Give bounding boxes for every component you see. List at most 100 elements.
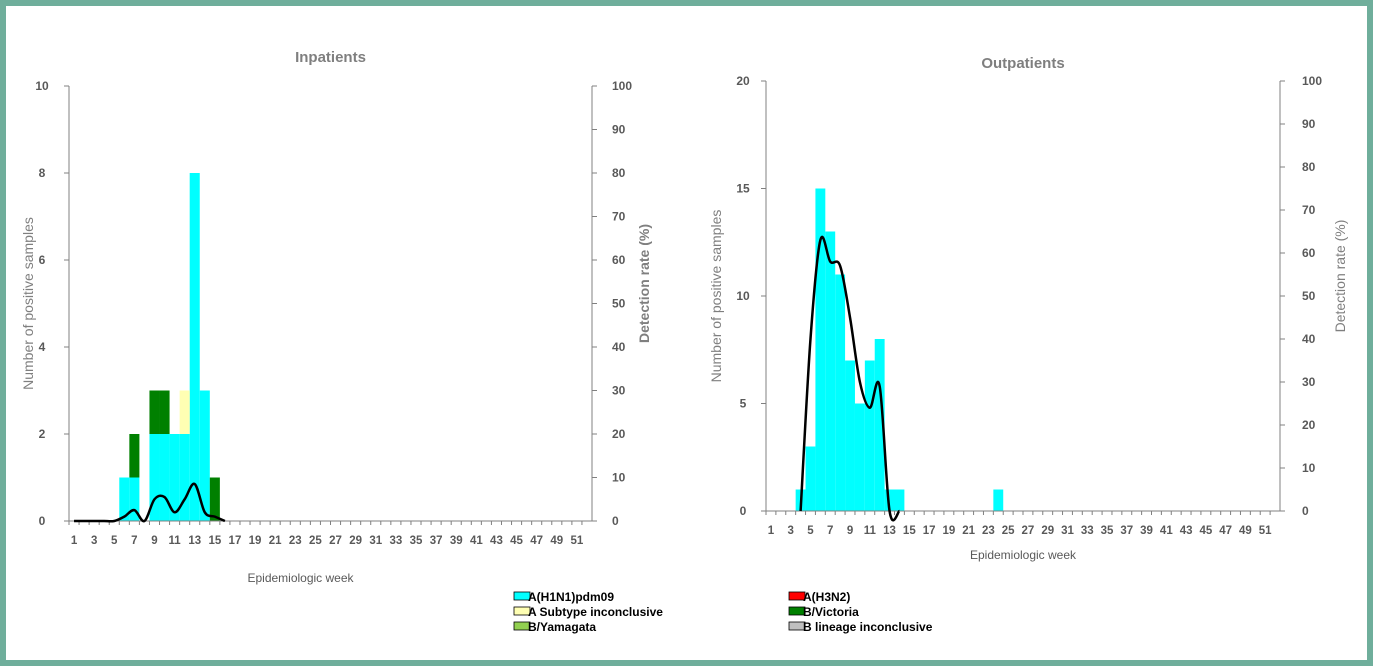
x-tick-label: 31 <box>369 535 382 547</box>
bar-a-h1n1-pdm09 <box>894 489 905 511</box>
x-axis-label: Epidemiologic week <box>247 571 354 585</box>
chart-title: Outpatients <box>981 55 1064 72</box>
x-tick-label: 21 <box>962 525 975 537</box>
bar-a-h1n1-pdm09 <box>805 446 816 511</box>
y2-tick-label: 100 <box>612 79 632 93</box>
y2-tick-label: 20 <box>1302 418 1316 432</box>
bar-a-h1n1-pdm09 <box>864 360 875 511</box>
y2-tick-label: 70 <box>1302 203 1316 217</box>
x-tick-label: 3 <box>788 525 794 537</box>
x-tick-label: 23 <box>982 525 995 537</box>
bar-a-h1n1-pdm09 <box>835 274 846 511</box>
x-tick-label: 39 <box>1140 525 1153 537</box>
bar-b-victoria <box>209 477 220 521</box>
figure-svg: Inpatients024681001020304050607080901001… <box>20 49 1348 634</box>
x-tick-label: 19 <box>249 535 262 547</box>
x-tick-label: 5 <box>111 535 118 547</box>
bar-a-h1n1-pdm09 <box>199 390 210 521</box>
bar-a-h1n1-pdm09 <box>159 434 170 521</box>
y-axis-label: Number of positive samples <box>708 210 724 383</box>
detection-rate-line <box>799 235 901 522</box>
y-tick-label: 0 <box>740 504 747 518</box>
legend-swatch <box>788 621 806 631</box>
x-tick-label: 47 <box>530 535 543 547</box>
x-tick-label: 11 <box>864 525 877 537</box>
y-tick-label: 5 <box>740 397 747 411</box>
x-tick-label: 17 <box>229 535 242 547</box>
x-tick-label: 23 <box>289 535 302 547</box>
bar-a-h1n1-pdm09 <box>169 434 180 521</box>
chart-title: Inpatients <box>295 49 366 66</box>
y-tick-label: 0 <box>39 514 46 528</box>
x-tick-label: 11 <box>169 535 182 547</box>
x-tick-label: 37 <box>430 535 443 547</box>
y-tick-label: 6 <box>39 253 46 267</box>
x-tick-label: 45 <box>510 535 523 547</box>
legend-swatch <box>788 606 806 616</box>
x-tick-label: 33 <box>389 535 402 547</box>
x-tick-label: 51 <box>1259 525 1272 537</box>
y2-tick-label: 90 <box>612 123 626 137</box>
bar-a-h1n1-pdm09 <box>993 489 1004 511</box>
detection-rate-line <box>74 482 226 523</box>
y2-tick-label: 10 <box>612 471 626 485</box>
y2-axis-label: Detection rate (%) <box>1332 220 1348 333</box>
bar-a-h1n1-pdm09 <box>874 339 885 511</box>
x-tick-label: 17 <box>923 525 936 537</box>
x-tick-label: 5 <box>807 525 814 537</box>
y2-tick-label: 20 <box>612 427 626 441</box>
x-tick-label: 13 <box>188 535 201 547</box>
x-tick-label: 49 <box>1239 525 1252 537</box>
y2-tick-label: 0 <box>1302 504 1309 518</box>
legend-label: A Subtype inconclusive <box>528 605 663 619</box>
x-tick-label: 29 <box>349 535 362 547</box>
x-tick-label: 43 <box>1180 525 1193 537</box>
y2-tick-label: 100 <box>1302 74 1322 88</box>
x-tick-label: 43 <box>490 535 503 547</box>
y2-tick-label: 80 <box>1302 160 1316 174</box>
x-tick-label: 35 <box>1101 525 1114 537</box>
x-tick-label: 27 <box>329 535 342 547</box>
x-tick-label: 31 <box>1061 525 1074 537</box>
legend-swatch <box>513 606 531 616</box>
bar-a-h1n1-pdm09 <box>149 434 160 521</box>
x-tick-label: 27 <box>1022 525 1035 537</box>
bar-a-h1n1-pdm09 <box>119 477 130 521</box>
bar-a-h1n1-pdm09 <box>845 360 855 511</box>
x-tick-label: 41 <box>470 535 483 547</box>
legend-label: A(H3N2) <box>803 590 850 604</box>
x-tick-label: 7 <box>827 525 833 537</box>
legend-swatch <box>788 591 806 601</box>
y2-axis-label: Detection rate (%) <box>636 224 652 343</box>
y2-tick-label: 0 <box>612 514 619 528</box>
bar-a-h1n1-pdm09 <box>854 403 865 511</box>
y-tick-label: 10 <box>35 79 49 93</box>
y2-tick-label: 50 <box>612 297 626 311</box>
x-tick-label: 15 <box>208 535 221 547</box>
y-axis-label: Number of positive samples <box>20 217 36 390</box>
y-tick-label: 15 <box>736 182 750 196</box>
bar-a-h1n1-pdm09 <box>815 188 826 511</box>
x-tick-label: 29 <box>1041 525 1054 537</box>
outpatients-chart: Outpatients05101520010203040506070809010… <box>708 55 1348 562</box>
bar-a-h1n1-pdm09 <box>179 434 190 521</box>
figure-frame: Inpatients 0 2 4 6 8 10 0 10 20 30 40 50 60 70 80 90 100 1… <box>6 6 1367 660</box>
bar-b-victoria <box>159 390 170 434</box>
legend-label: B lineage inconclusive <box>803 620 933 634</box>
y2-tick-label: 90 <box>1302 117 1316 131</box>
bar-a-h1n1-pdm09 <box>825 231 836 511</box>
legend: A(H1N1)pdm09 A(H3N2) A Subtype inconclusiv… <box>513 590 933 634</box>
y-tick-label: 20 <box>736 74 750 88</box>
x-tick-label: 47 <box>1219 525 1232 537</box>
legend-label: B/Victoria <box>803 605 859 619</box>
legend-label: A(H1N1)pdm09 <box>528 590 614 604</box>
x-tick-label: 35 <box>410 535 423 547</box>
legend-swatch <box>513 591 531 601</box>
legend-swatch <box>513 621 531 631</box>
bar-a-h1n1-pdm09 <box>189 173 200 521</box>
x-tick-label: 7 <box>131 535 137 547</box>
y2-tick-label: 80 <box>612 166 626 180</box>
x-axis-label: Epidemiologic week <box>970 548 1077 562</box>
y-tick-label: 8 <box>39 166 46 180</box>
bar-b-victoria <box>149 390 160 434</box>
